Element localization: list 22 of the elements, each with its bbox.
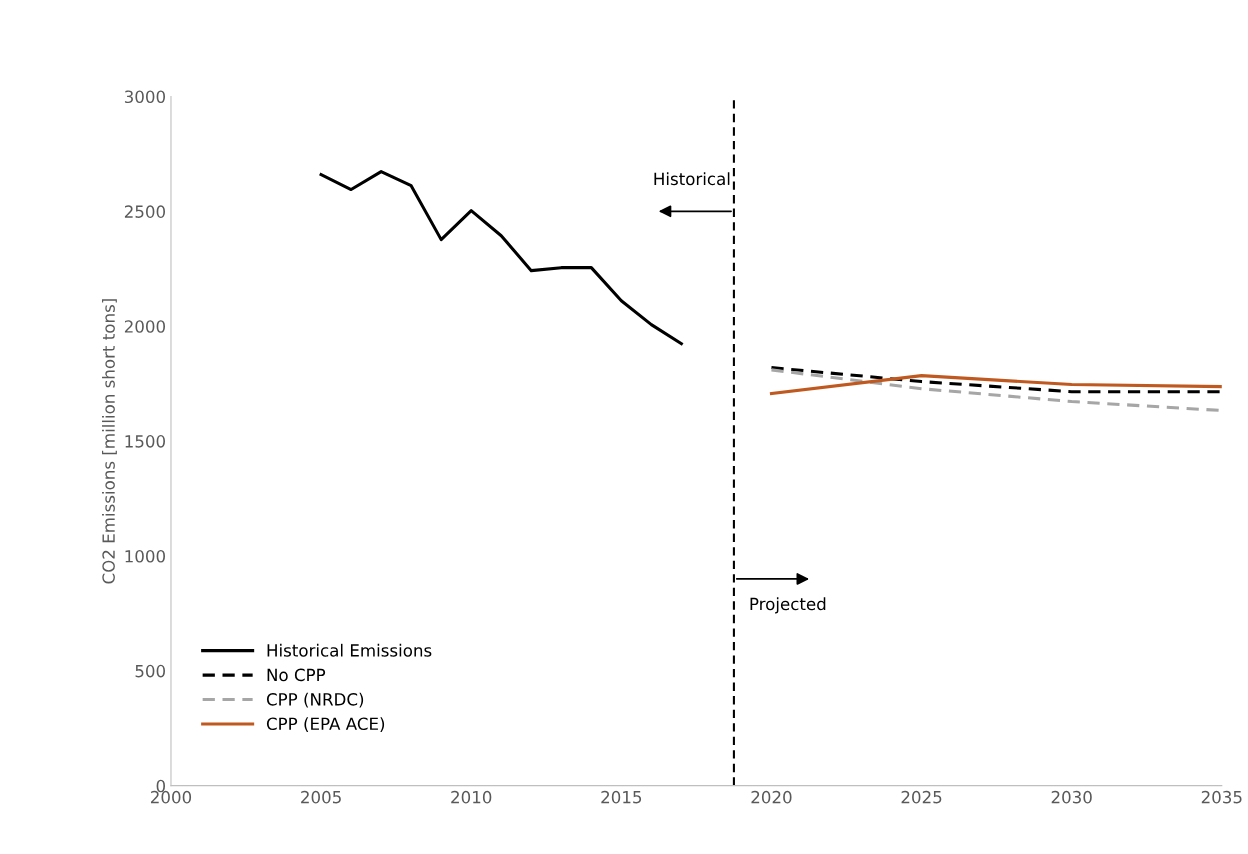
- y-tick-label: 1000: [125, 549, 166, 563]
- legend-label: CPP (NRDC): [266, 692, 364, 708]
- x-tick-label: 2030: [1051, 790, 1092, 804]
- x-tick-label: 2025: [901, 790, 942, 804]
- y-tick-label: 3000: [124, 90, 166, 104]
- y-tick-label: 500: [135, 664, 166, 678]
- x-tick-label: 2010: [451, 790, 492, 804]
- x-tick-label: 2035: [1201, 790, 1242, 804]
- y-axis-title: CO2 Emissions [million short tons]: [102, 299, 117, 584]
- legend-label: Historical Emissions: [267, 643, 432, 657]
- y-tick-label: 2000: [124, 320, 166, 333]
- annotation: Projected: [750, 597, 826, 614]
- y-tick-label: 2500: [124, 205, 166, 218]
- legend-label: No CPP: [267, 668, 326, 682]
- legend-label: CPP (EPA ACE): [266, 717, 385, 733]
- y-tick-label: 1500: [125, 435, 166, 448]
- x-tick-label: 2015: [601, 790, 642, 804]
- line-series: [769, 374, 1222, 396]
- line-series: [769, 368, 1222, 413]
- x-tick-label: 2005: [301, 790, 341, 804]
- annotation: Historical: [654, 172, 730, 186]
- x-tick-label: 2020: [751, 790, 792, 804]
